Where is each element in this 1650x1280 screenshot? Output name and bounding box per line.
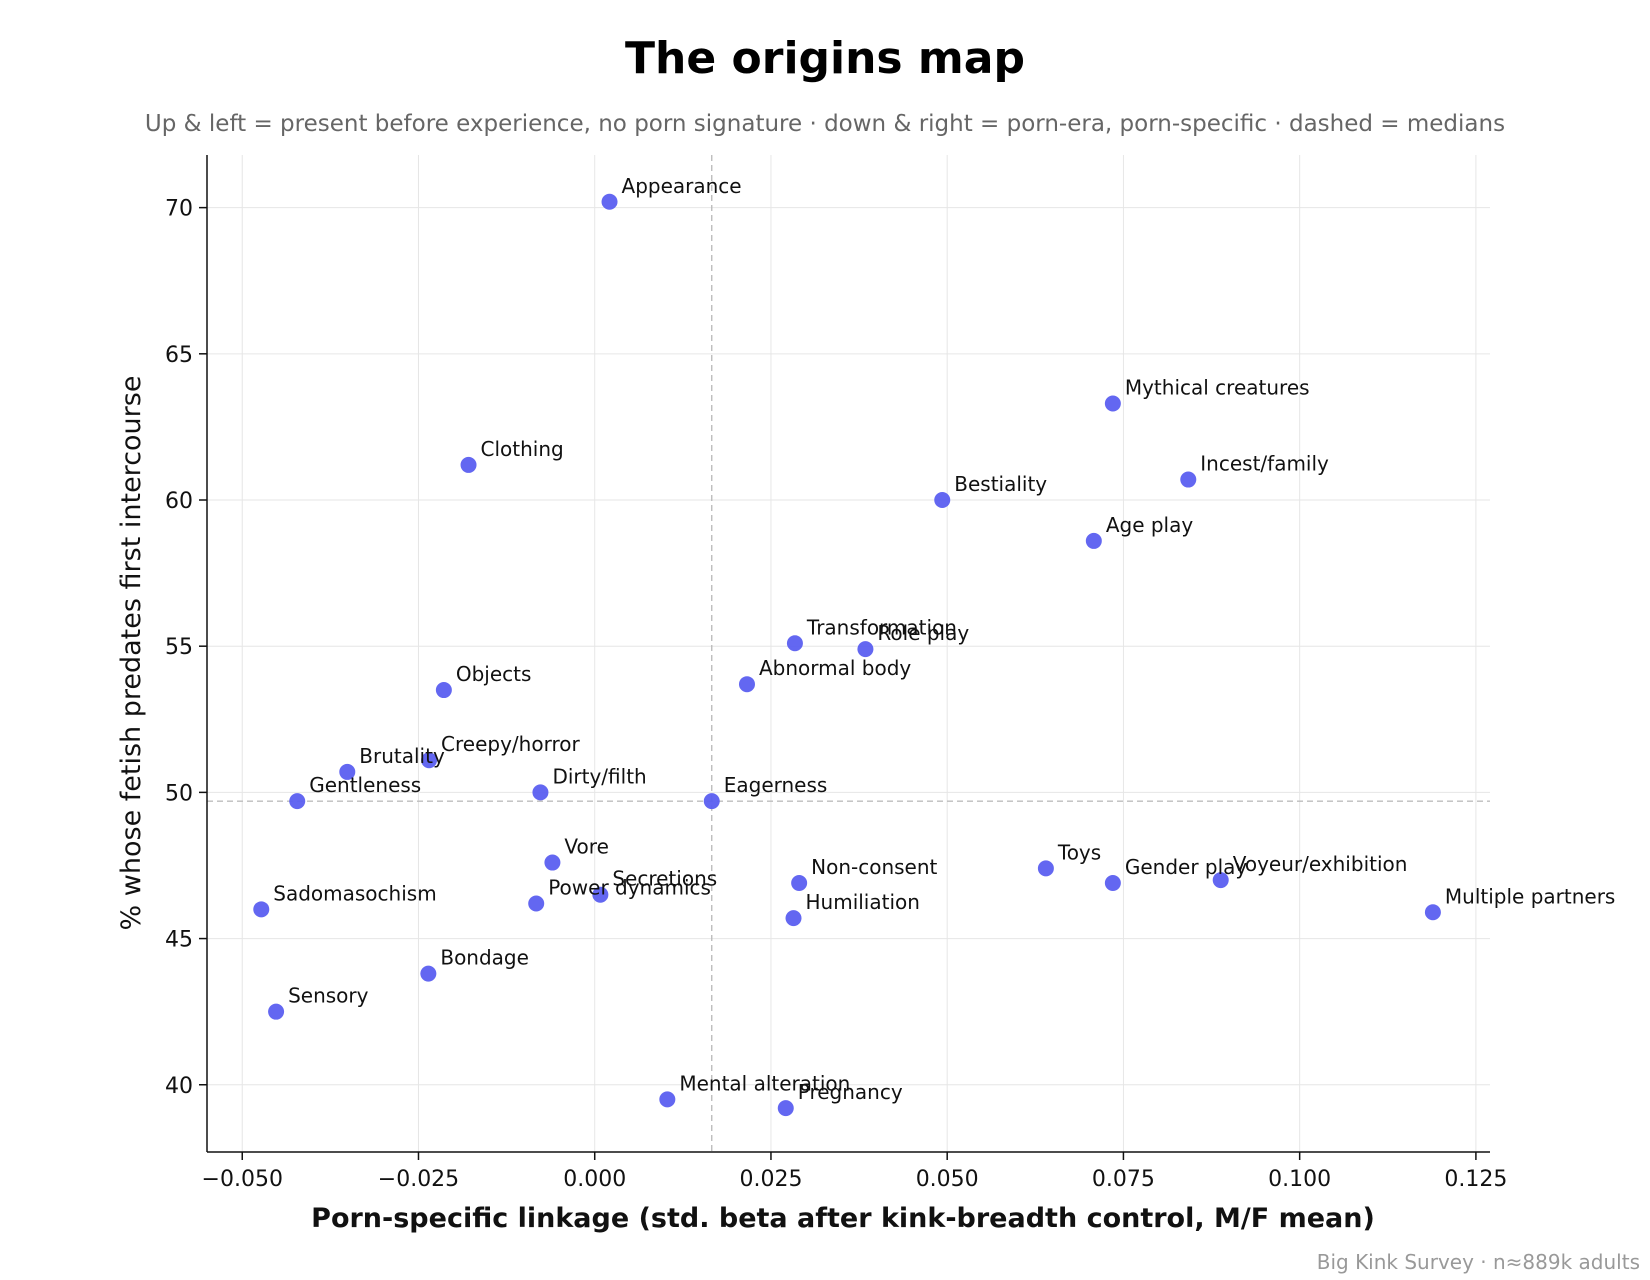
- point-label: Appearance: [622, 174, 742, 198]
- point-label: Role play: [877, 621, 969, 645]
- point-label: Clothing: [481, 437, 564, 461]
- y-tick-label: 70: [165, 197, 193, 222]
- y-axis-label: % whose fetish predates first intercours…: [116, 376, 147, 931]
- point-label: Mythical creatures: [1125, 376, 1310, 400]
- x-tick-label: −0.050: [202, 1167, 283, 1192]
- chart-footer: Big Kink Survey · n≈889k adults: [1317, 1250, 1640, 1274]
- data-point: [1180, 471, 1197, 488]
- point-labels: Appearance Mythical creatures Clothing Ince…: [273, 174, 1615, 1104]
- point-label: Objects: [456, 662, 532, 686]
- point-label: Gentleness: [309, 773, 421, 797]
- data-point: [1212, 872, 1229, 889]
- data-point: [339, 763, 356, 780]
- data-point: [592, 886, 609, 903]
- point-label: Pregnancy: [798, 1080, 903, 1104]
- data-point: [703, 793, 720, 810]
- y-tick-label: 55: [165, 635, 193, 660]
- x-tick-label: 0.050: [916, 1167, 979, 1192]
- point-label: Non-consent: [811, 855, 937, 879]
- x-axis-label: Porn-specific linkage (std. beta after k…: [311, 1203, 1375, 1234]
- data-point: [1104, 875, 1121, 892]
- y-tick-label: 40: [165, 1074, 193, 1099]
- point-label: Creepy/horror: [441, 732, 580, 756]
- data-point: [1424, 904, 1441, 921]
- data-point: [268, 1003, 285, 1020]
- y-tick-label: 60: [165, 489, 193, 514]
- point-label: Sadomasochism: [273, 881, 436, 905]
- data-point: [785, 910, 802, 927]
- data-points: [253, 193, 1441, 1117]
- point-label: Power dynamics: [548, 875, 711, 899]
- data-point: [289, 793, 306, 810]
- point-label: Secretions: [612, 867, 717, 891]
- data-point: [738, 676, 755, 693]
- point-label: Humiliation: [806, 890, 920, 914]
- data-point: [420, 965, 437, 982]
- data-point: [460, 456, 477, 473]
- point-label: Dirty/filth: [552, 764, 646, 788]
- y-tick-label: 45: [165, 928, 193, 953]
- data-point: [421, 752, 438, 769]
- data-point: [777, 1100, 794, 1117]
- data-point: [532, 784, 549, 801]
- x-tick-label: 0.000: [563, 1167, 626, 1192]
- data-point: [253, 901, 270, 918]
- point-label: Toys: [1057, 840, 1101, 864]
- point-label: Transformation: [806, 615, 957, 639]
- data-point: [786, 635, 803, 652]
- point-label: Eagerness: [724, 773, 828, 797]
- data-point: [1104, 395, 1121, 412]
- point-label: Bestiality: [954, 472, 1047, 496]
- data-point: [544, 854, 561, 871]
- data-point: [791, 875, 808, 892]
- data-point: [659, 1091, 676, 1108]
- data-point: [1037, 860, 1054, 877]
- y-tick-label: 50: [165, 781, 193, 806]
- data-point: [857, 641, 874, 658]
- data-point: [601, 193, 618, 210]
- point-label: Bondage: [440, 946, 529, 970]
- data-point: [528, 895, 545, 912]
- x-tick-label: −0.025: [378, 1167, 459, 1192]
- x-tick-label: 0.025: [739, 1167, 802, 1192]
- y-tick-label: 65: [165, 343, 193, 368]
- point-label: Gender play: [1125, 855, 1248, 879]
- x-tick-label: 0.100: [1268, 1167, 1331, 1192]
- axes: [199, 155, 1490, 1160]
- point-label: Sensory: [288, 984, 369, 1008]
- data-point: [934, 492, 951, 509]
- median-lines: [207, 155, 1490, 1152]
- point-label: Mental alteration: [679, 1071, 850, 1095]
- point-label: Vore: [564, 835, 608, 859]
- point-label: Age play: [1106, 513, 1194, 537]
- tick-labels: −0.050 −0.025 0.000 0.025 0.050 0.075 0.100 0.1…: [165, 197, 1507, 1192]
- point-label: Incest/family: [1200, 452, 1329, 476]
- data-point: [1085, 532, 1102, 549]
- point-label: Multiple partners: [1445, 884, 1615, 908]
- x-tick-label: 0.075: [1092, 1167, 1155, 1192]
- point-label: Abnormal body: [759, 656, 911, 680]
- data-point: [435, 682, 452, 699]
- chart-title: The origins map: [625, 33, 1025, 84]
- point-label: Voyeur/exhibition: [1233, 852, 1408, 876]
- x-tick-label: 0.125: [1444, 1167, 1507, 1192]
- point-label: Brutality: [359, 744, 445, 768]
- grid: [207, 155, 1490, 1152]
- chart-subtitle: Up & left = present before experience, n…: [145, 111, 1505, 137]
